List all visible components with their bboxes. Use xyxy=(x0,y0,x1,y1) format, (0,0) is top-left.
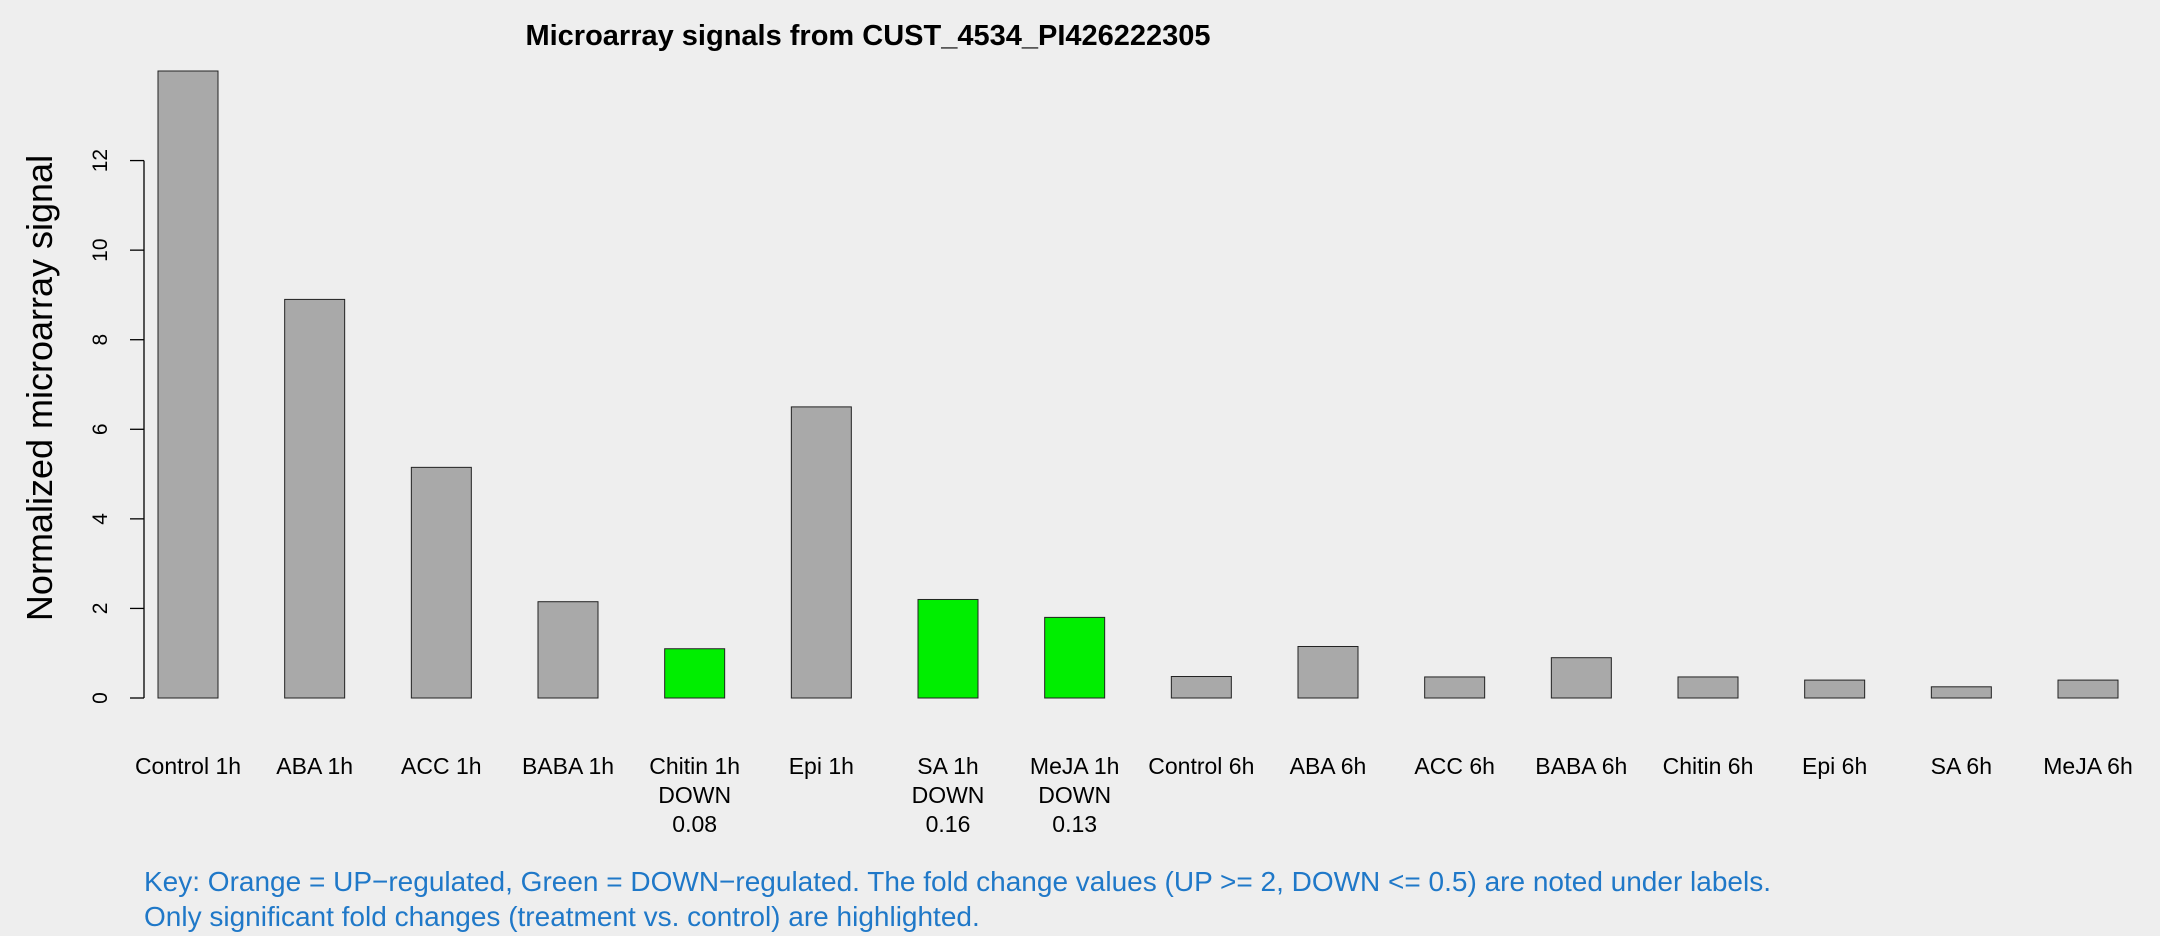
bar xyxy=(410,466,472,699)
fold-change-label: 0.16 xyxy=(926,811,971,837)
bar xyxy=(664,648,726,699)
bar xyxy=(1170,676,1232,699)
x-tick-label: BABA 6h xyxy=(1535,753,1627,779)
x-tick-label: Control 6h xyxy=(1148,753,1254,779)
bar xyxy=(1044,616,1106,699)
fold-change-label: 0.08 xyxy=(672,811,717,837)
bar xyxy=(790,406,852,699)
bar xyxy=(157,70,219,699)
y-axis-label: Normalized microarray signal xyxy=(19,155,60,621)
bar xyxy=(1677,676,1739,699)
bar xyxy=(1804,679,1866,699)
bar xyxy=(917,598,979,699)
regulation-label: DOWN xyxy=(658,782,731,808)
bar xyxy=(537,601,599,699)
key-line-1: Key: Orange = UP−regulated, Green = DOWN… xyxy=(144,866,1771,897)
fold-change-label: 0.13 xyxy=(1052,811,1097,837)
x-tick-label: MeJA 6h xyxy=(2043,753,2133,779)
y-axis: 0 2 4 6 8 10 12 xyxy=(89,149,145,704)
bar xyxy=(2057,679,2119,699)
bar xyxy=(284,298,346,699)
key-note: Key: Orange = UP−regulated, Green = DOWN… xyxy=(144,864,1771,934)
key-line-2: Only significant fold changes (treatment… xyxy=(144,901,980,932)
y-tick-label: 0 xyxy=(89,692,112,704)
regulation-label: DOWN xyxy=(1038,782,1111,808)
x-tick-label: ACC 1h xyxy=(401,753,482,779)
chart-title: Microarray signals from CUST_4534_PI4262… xyxy=(525,20,1210,52)
x-tick-label: Epi 1h xyxy=(789,753,854,779)
x-tick-label: MeJA 1h xyxy=(1030,753,1120,779)
bars xyxy=(157,70,2119,699)
y-tick-label: 2 xyxy=(89,603,112,615)
x-tick-label: Control 1h xyxy=(135,753,241,779)
y-tick-label: 4 xyxy=(89,513,112,525)
y-tick-label: 12 xyxy=(89,149,112,172)
y-tick-label: 10 xyxy=(89,238,112,261)
x-tick-label: Epi 6h xyxy=(1802,753,1867,779)
y-tick-label: 6 xyxy=(89,423,112,435)
x-tick-label: ACC 6h xyxy=(1414,753,1495,779)
bar xyxy=(1930,686,1992,699)
x-tick-label: SA 6h xyxy=(1931,753,1992,779)
x-tick-label: ABA 6h xyxy=(1290,753,1367,779)
x-tick-label: Chitin 6h xyxy=(1663,753,1754,779)
bar-chart: Microarray signals from CUST_4534_PI4262… xyxy=(19,20,2133,837)
regulation-label: DOWN xyxy=(912,782,985,808)
bar xyxy=(1424,676,1486,699)
x-tick-label: Chitin 1h xyxy=(649,753,740,779)
bar xyxy=(1297,645,1359,699)
x-tick-label: ABA 1h xyxy=(276,753,353,779)
x-tick-label: BABA 1h xyxy=(522,753,614,779)
x-tick-label: SA 1h xyxy=(917,753,978,779)
bar xyxy=(1550,657,1612,699)
x-axis-labels: Control 1h ABA 1h ACC 1h BABA 1h Chitin 1h DO… xyxy=(135,753,2133,837)
y-tick-label: 8 xyxy=(89,334,112,346)
